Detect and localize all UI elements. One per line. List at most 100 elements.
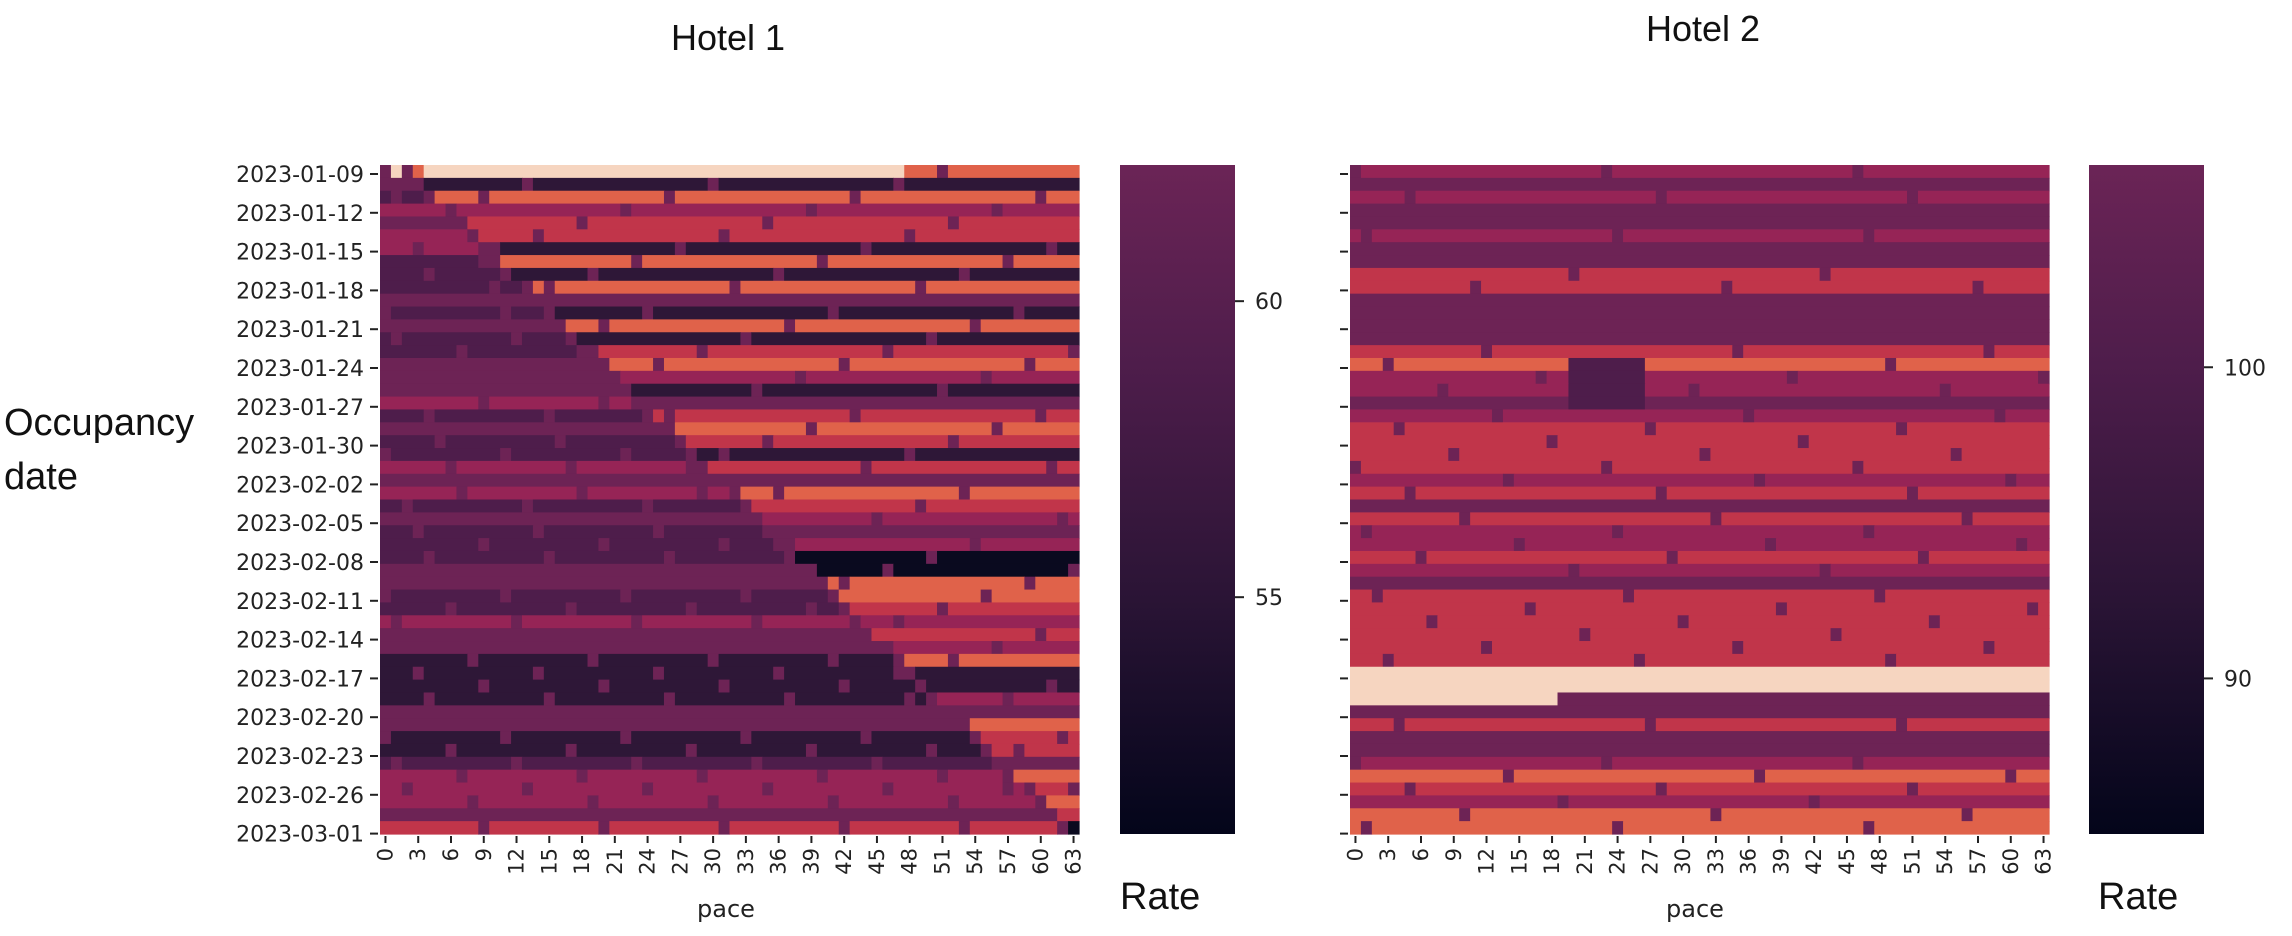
heatmap-cell xyxy=(380,576,829,591)
heatmap-cell xyxy=(1928,615,1941,629)
heatmap-cell xyxy=(489,190,665,205)
heatmap-cell xyxy=(1699,383,1941,398)
heatmap-cell xyxy=(620,448,632,462)
heatmap-cell xyxy=(380,216,468,230)
heatmap-cell xyxy=(380,628,873,642)
heatmap-cell xyxy=(587,795,600,809)
heatmap-cell xyxy=(380,589,392,604)
x-tick-label: 48 xyxy=(898,848,922,875)
heatmap-cell xyxy=(740,280,916,295)
heatmap-cell xyxy=(1666,190,1908,205)
x-tick-label: 9 xyxy=(472,848,496,861)
heatmap-cell xyxy=(631,615,643,629)
heatmap-cell xyxy=(380,448,392,462)
heatmap-cell xyxy=(827,306,840,320)
x-tick-label: 33 xyxy=(1704,848,1728,875)
heatmap-cell xyxy=(849,615,862,629)
heatmap-cell xyxy=(1046,679,1058,694)
heatmap-cell xyxy=(1710,512,1722,526)
heatmap-cell xyxy=(380,550,425,565)
heatmap-cell xyxy=(980,538,1080,552)
heatmap-cell xyxy=(1046,795,1080,809)
heatmap-cell xyxy=(838,306,1015,320)
x-tick-label: 45 xyxy=(865,848,889,875)
heatmap-cell xyxy=(1535,370,1548,385)
heatmap-cell xyxy=(1068,512,1080,526)
heatmap-cell xyxy=(674,550,785,565)
heatmap-cell xyxy=(729,538,774,552)
heatmap-cell xyxy=(1382,653,1395,668)
heatmap-cell xyxy=(1852,460,1864,475)
heatmap-cell xyxy=(609,538,720,552)
heatmap-cell xyxy=(1046,242,1058,256)
hotel2-title: Hotel 2 xyxy=(1646,8,1760,49)
heatmap-cell xyxy=(390,448,501,462)
heatmap-cell xyxy=(1415,782,1657,797)
heatmap-cell xyxy=(445,203,458,218)
heatmap-cell xyxy=(653,782,763,797)
heatmap-cell xyxy=(893,615,905,629)
heatmap-cell xyxy=(860,731,873,745)
heatmap-cell xyxy=(653,357,665,372)
heatmap-cell xyxy=(1754,473,1766,488)
heatmap-cell xyxy=(1830,267,2050,282)
x-tick-label: 57 xyxy=(996,848,1020,875)
heatmap-cell xyxy=(1350,177,2050,192)
heatmap-cell xyxy=(893,666,916,681)
heatmap-cell xyxy=(1896,357,2050,372)
heatmap-cell xyxy=(1382,589,1624,604)
y-tick-label: 2023-01-15 xyxy=(236,241,364,266)
heatmap-cell xyxy=(1350,795,1559,809)
heatmap-cell xyxy=(423,242,479,256)
x-tick-label: 3 xyxy=(1376,848,1400,861)
heatmap-cell xyxy=(390,165,403,179)
heatmap-cell xyxy=(511,615,523,629)
x-tick-label: 63 xyxy=(2032,848,2056,875)
heatmap-cell xyxy=(576,743,687,758)
heatmap-cell xyxy=(380,332,392,346)
heatmap-cell xyxy=(1896,718,1908,732)
heatmap-cell xyxy=(1350,229,1362,243)
heatmap-cell xyxy=(882,756,993,771)
heatmap-cell xyxy=(991,203,1004,218)
x-tick-label: 27 xyxy=(668,848,692,875)
heatmap-cell xyxy=(576,332,742,346)
heatmap-cell xyxy=(380,718,971,732)
heatmap-cell xyxy=(1732,280,1974,295)
heatmap-cell xyxy=(1057,821,1069,835)
heatmap-cell xyxy=(991,589,1080,604)
heatmap-cell xyxy=(1557,795,1570,809)
x-tick-label: 0 xyxy=(1343,848,1367,861)
heatmap-cell xyxy=(576,216,589,230)
heatmap-cell xyxy=(795,550,927,565)
heatmap-cell xyxy=(1950,383,2050,398)
heatmap-cell xyxy=(401,165,414,179)
heatmap-cell xyxy=(1808,435,2050,449)
heatmap-cell xyxy=(511,306,545,320)
heatmap-cell xyxy=(1350,821,1362,835)
heatmap-cell xyxy=(926,550,938,565)
x-tick-label: 45 xyxy=(1835,848,1859,875)
heatmap-cell xyxy=(751,499,916,513)
heatmap-cell xyxy=(423,550,436,565)
heatmap-cell xyxy=(937,769,949,784)
heatmap-cell xyxy=(620,370,796,385)
heatmap-cell xyxy=(827,576,840,591)
x-tick-label: 21 xyxy=(1573,848,1597,875)
hotel2-y-axis xyxy=(1340,173,1348,835)
heatmap-cell xyxy=(1568,383,1646,398)
heatmap-cell xyxy=(543,280,556,295)
heatmap-cell xyxy=(511,731,621,745)
heatmap-cell xyxy=(456,460,567,475)
heatmap-cell xyxy=(478,396,490,411)
heatmap-cell xyxy=(1350,538,1515,552)
heatmap-cell xyxy=(554,435,567,449)
heatmap-cell xyxy=(380,692,425,706)
heatmap-cell xyxy=(631,396,1080,411)
heatmap-cell xyxy=(1808,795,1821,809)
hotel2-colorbar-label: Rate xyxy=(2098,876,2178,918)
heatmap-cell xyxy=(565,435,676,449)
heatmap-cell xyxy=(1350,203,2050,218)
heatmap-cell xyxy=(511,448,621,462)
heatmap-cell xyxy=(380,756,392,771)
